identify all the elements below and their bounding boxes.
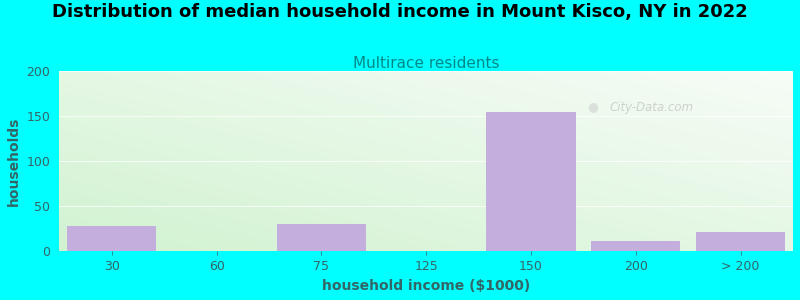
Text: ●: ● — [588, 100, 598, 113]
Text: City-Data.com: City-Data.com — [610, 100, 694, 113]
Bar — [486, 112, 575, 251]
Title: Multirace residents: Multirace residents — [353, 56, 499, 71]
Bar — [591, 241, 680, 251]
Bar — [67, 226, 156, 251]
Bar — [277, 224, 366, 251]
Bar — [696, 232, 785, 251]
Y-axis label: households: households — [7, 116, 21, 206]
Text: Distribution of median household income in Mount Kisco, NY in 2022: Distribution of median household income … — [52, 3, 748, 21]
X-axis label: household income ($1000): household income ($1000) — [322, 279, 530, 293]
